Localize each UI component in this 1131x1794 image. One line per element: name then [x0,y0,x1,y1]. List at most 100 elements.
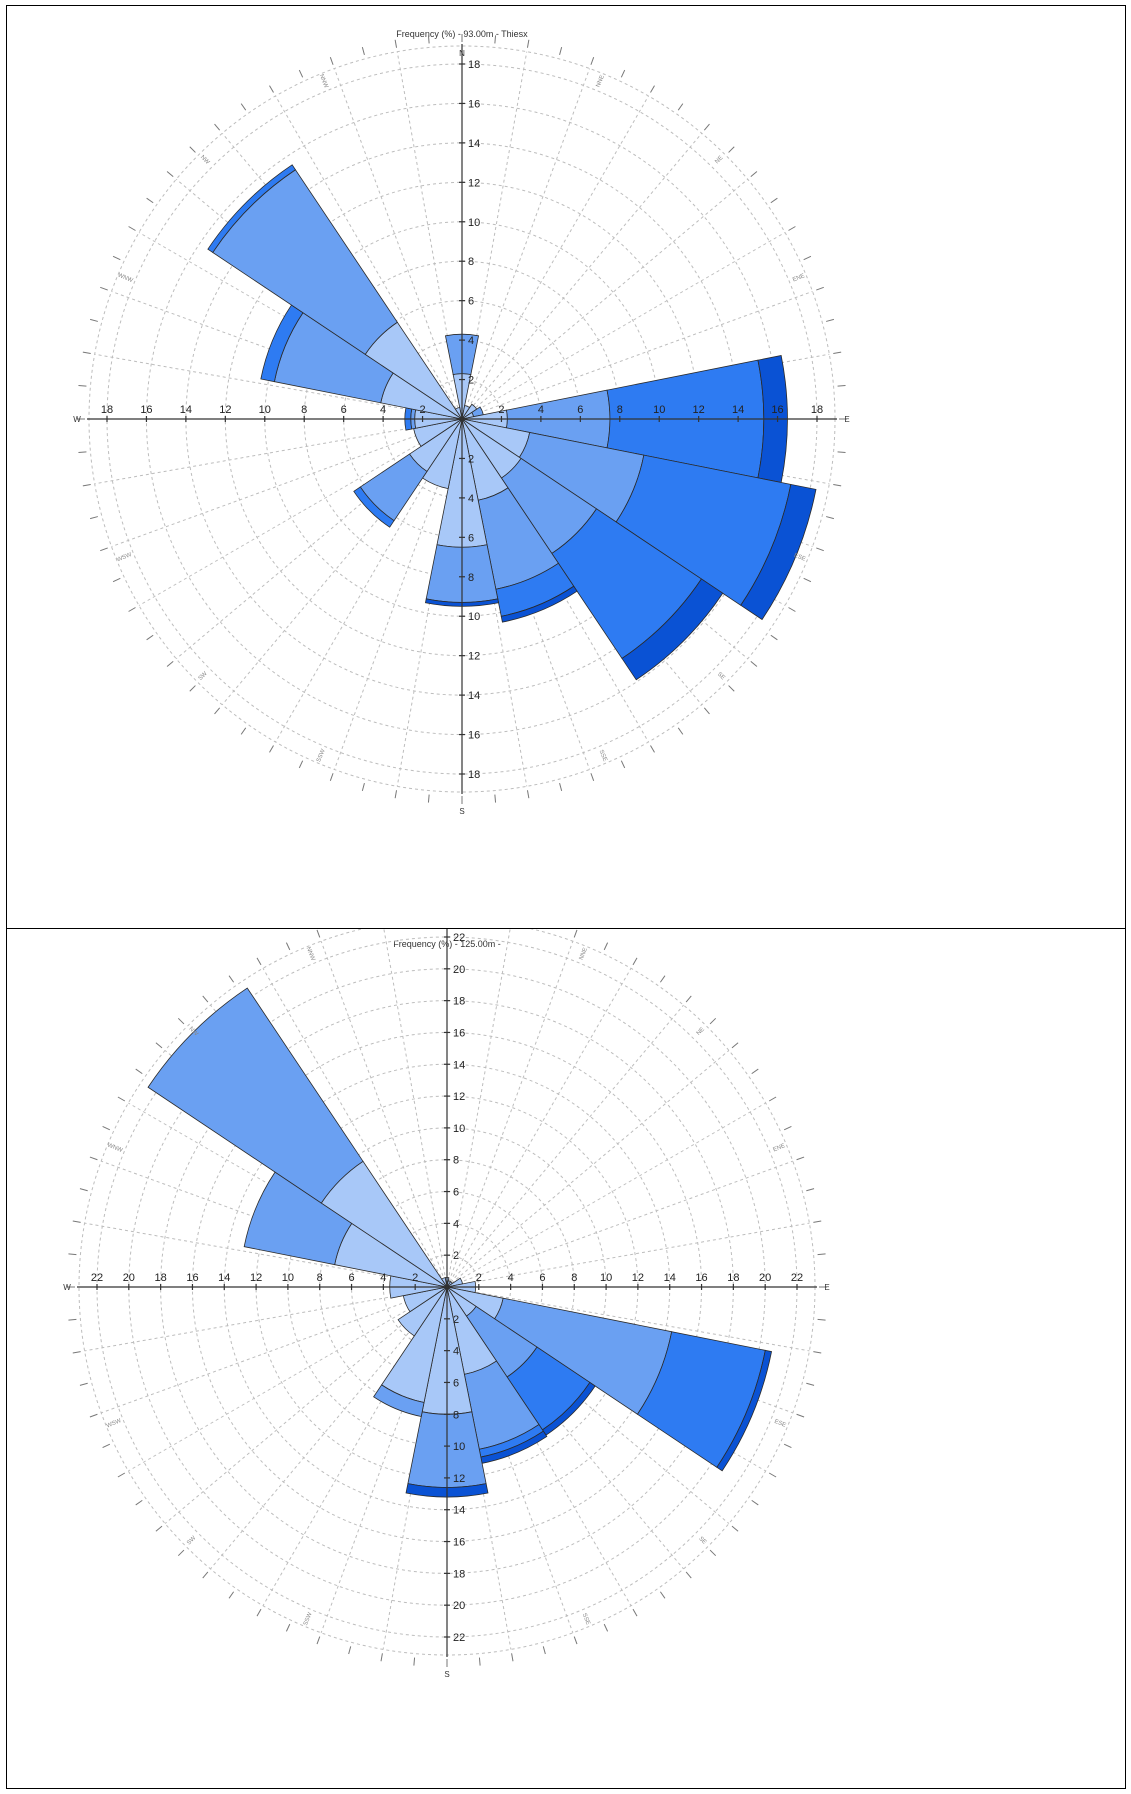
compass-tick [751,1499,759,1506]
compass-tick [677,727,684,735]
tick-label: 8 [617,404,623,416]
sector-label-ene: ENE [772,1143,786,1153]
grid-spoke [262,968,448,1288]
tick-label: 22 [91,1272,103,1284]
compass-tick [813,1351,822,1354]
cardinal-e: E [844,415,849,424]
grid-spoke [101,1286,448,1414]
compass-tick [89,318,98,322]
sector-labels: NNE NE ENE ESE SE SSE SSW SW WSW WNW NW NNW [116,74,806,764]
wedge-sw-bin3 [353,486,395,528]
tick-label: 6 [348,1272,354,1284]
tick-label: 6 [539,1272,545,1284]
compass-tick [603,942,609,951]
tick-label: 8 [453,1155,459,1167]
tick-label: 18 [155,1272,167,1284]
compass-tick [837,384,846,387]
compass-tick [202,995,209,1003]
compass-tick [177,1549,185,1557]
sector-label-ssw: SSW [303,1611,314,1626]
tick-label: 18 [811,404,823,416]
compass-tick [542,1646,546,1655]
compass-tick [202,1571,209,1579]
wedge-ese-bin4 [716,1349,773,1472]
cardinal-w: W [73,415,81,424]
compass-tick [650,745,655,753]
wedges [207,164,817,681]
compass-tick [102,1125,111,1131]
compass-tick [166,171,174,178]
grid-spoke [446,941,574,1288]
compass-tick [559,783,563,792]
tick-label: 12 [453,1473,465,1485]
compass-tick [394,790,398,799]
sector-label-ene: ENE [792,273,806,283]
compass-tick [751,1068,759,1075]
tick-label: 20 [453,1600,465,1612]
tick-label: 2 [476,1272,482,1284]
compass-tick [685,995,692,1003]
compass-tick [813,1220,822,1223]
grid-spoke [461,232,786,420]
compass-tick [768,1472,777,1478]
tick-label: 14 [453,1059,465,1071]
compass-tick [806,1382,815,1386]
compass-tick [494,35,497,44]
sector-label-ese: ESE [793,553,806,563]
cardinal-s: S [459,807,464,816]
tick-label: 14 [732,404,744,416]
compass-tick [806,1188,815,1192]
sector-label-wnw: WNW [106,1143,123,1155]
grid-spoke [94,353,463,420]
compass-tick [659,1591,666,1599]
compass-tick [677,103,684,111]
compass-tick [803,255,812,261]
tick-label: 12 [219,404,231,416]
tick-label: 2 [453,1314,459,1326]
compass-tick [82,483,91,487]
compass-tick [478,1657,481,1666]
tick-label: 8 [468,256,474,268]
compass-tick [316,929,321,938]
tick-label: 18 [468,59,480,71]
compass-tick [659,975,666,983]
sector-label-wnw: WNW [117,273,134,285]
tick-label: 6 [577,404,583,416]
grid-spoke [446,929,511,1288]
compass-tick [770,634,778,641]
compass-tick [703,123,710,131]
wedge-nw-bin2 [147,987,364,1204]
compass-tick [214,707,221,715]
tick-label: 2 [419,404,425,416]
tick-label: 4 [453,1218,459,1230]
tick-label: 18 [101,404,113,416]
compass-tick [285,1623,291,1632]
compass-tick [620,760,626,769]
sector-label-se: SE [716,671,726,681]
tick-label: 8 [571,1272,577,1284]
tick-label: 14 [218,1272,230,1284]
compass-tick [78,451,87,454]
tick-label: 16 [453,1537,465,1549]
compass-tick [189,146,196,153]
compass-tick [494,794,497,803]
sector-label-ne: NE [714,155,724,165]
compass-tick [817,1318,826,1321]
compass-tick [833,351,842,355]
compass-tick [731,1525,739,1532]
tick-label: 6 [341,404,347,416]
compass-tick [240,103,247,111]
tick-label: 20 [759,1272,771,1284]
cardinal-e: E [824,1283,829,1292]
compass-tick [269,85,274,93]
sector-label-ese: ESE [773,1419,786,1429]
compass-tick [826,516,835,520]
grid-spoke [461,178,749,420]
compass-tick [817,1253,826,1256]
compass-tick [135,1068,143,1075]
tick-label: 8 [317,1272,323,1284]
tick-label: 10 [453,1123,465,1135]
tick-label: 6 [468,296,474,308]
compass-tick [427,794,430,803]
grid-spoke [210,1286,448,1570]
